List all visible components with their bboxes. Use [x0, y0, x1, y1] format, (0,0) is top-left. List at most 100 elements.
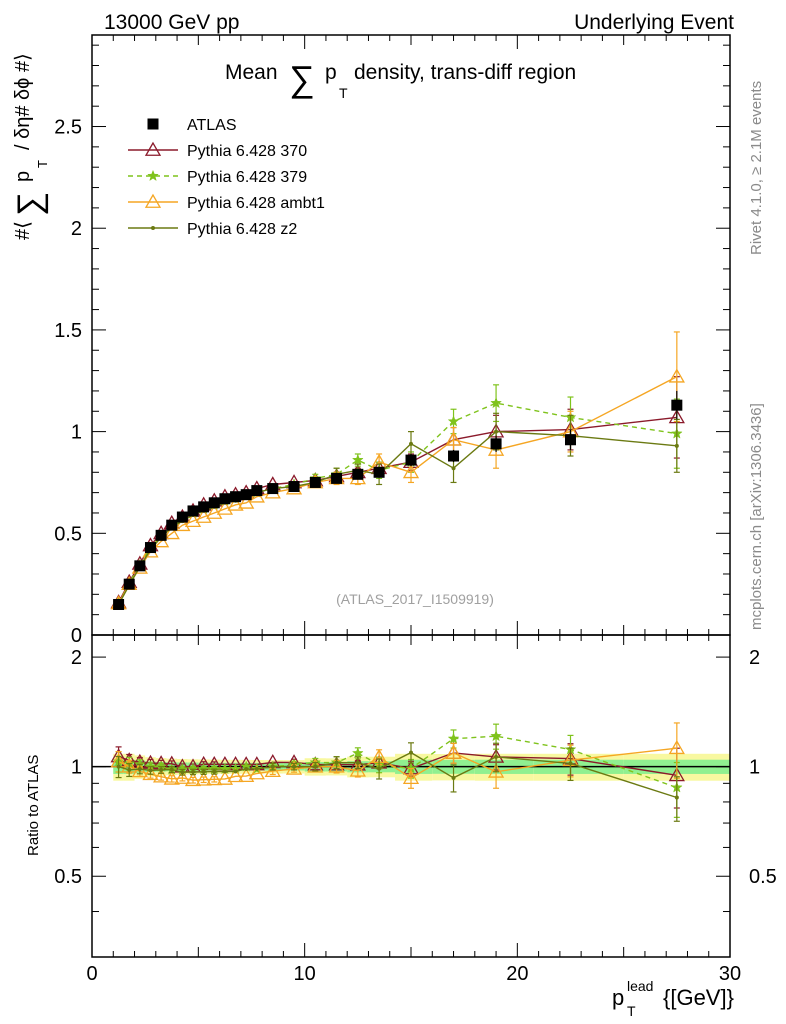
star-marker	[447, 732, 460, 744]
ylabel-sigma: ∑	[11, 192, 49, 216]
dot-marker	[159, 767, 164, 772]
series-2	[110, 331, 685, 610]
dot-marker	[254, 766, 259, 771]
dot-marker	[212, 769, 217, 774]
main-y-tick-label: 2	[71, 218, 82, 240]
triangle-marker	[195, 771, 212, 786]
triangle-marker	[668, 368, 685, 383]
main-y-axis-label: #⟨ ∑ p T / δη# δϕ #⟩	[11, 53, 50, 240]
dot-marker	[494, 429, 499, 434]
ratio-plot-series	[92, 722, 730, 822]
square-marker	[309, 476, 321, 488]
side-mcplots-label: mcplots.cern.ch [arXiv:1306.3436]	[748, 403, 765, 630]
square-marker	[198, 501, 210, 513]
square-marker	[166, 519, 178, 531]
dot-marker	[270, 764, 275, 769]
main-plot-series	[110, 331, 685, 610]
x-tick-label: 0	[86, 963, 97, 985]
atlas-data-points	[113, 390, 683, 610]
legend-label-atlas: ATLAS	[187, 117, 237, 134]
square-marker	[123, 578, 135, 590]
ratio-y-tick-label-right: 0.5	[749, 866, 777, 888]
x-axis-label: p lead T {[GeV]}	[612, 978, 734, 1019]
dot-marker	[116, 764, 121, 769]
dot-marker	[674, 795, 679, 800]
star-marker	[490, 729, 502, 742]
triangle-marker	[144, 141, 162, 156]
triangle-marker	[131, 763, 148, 778]
square-marker	[448, 450, 460, 462]
side-rivet-label: Rivet 4.1.0, ≥ 2.1M events	[748, 81, 765, 255]
xlabel-sup: lead	[627, 978, 653, 994]
square-marker	[490, 438, 502, 450]
ylabel-T: T	[35, 160, 50, 168]
ylabel-hash: #⟨	[12, 221, 34, 240]
triangle-marker	[184, 771, 202, 787]
square-marker	[288, 481, 300, 493]
dot-marker	[127, 767, 132, 772]
triangle-marker	[144, 193, 162, 208]
dot-marker	[451, 466, 456, 471]
main-y-tick-label: 0	[71, 625, 82, 647]
dot-marker	[222, 769, 227, 774]
triangle-marker	[402, 769, 420, 785]
ylabel-p: p	[12, 171, 34, 182]
title-T: T	[339, 85, 348, 101]
ratio-y-tick-label: 2	[71, 647, 82, 669]
star-marker	[147, 169, 159, 182]
dot-marker	[169, 767, 174, 772]
xlabel-unit: {[GeV]}	[663, 985, 734, 1010]
square-marker	[251, 485, 263, 497]
title-p: p	[325, 61, 337, 84]
triangle-marker	[248, 765, 265, 780]
main-y-tick-label: 1	[71, 422, 82, 444]
xlabel-p: p	[612, 985, 624, 1010]
star-marker	[351, 453, 364, 466]
square-marker	[405, 454, 417, 466]
chart-title: Mean ∑ p T density, trans-diff region	[225, 58, 576, 101]
square-marker	[176, 511, 188, 523]
triangle-marker	[402, 463, 420, 479]
ratio-y-axis-label: Ratio to ATLAS	[25, 755, 42, 856]
dot-marker	[409, 750, 413, 755]
triangle-marker	[142, 765, 159, 781]
triangle-marker	[174, 769, 191, 784]
triangle-marker	[206, 771, 223, 786]
dot-marker	[494, 754, 499, 759]
square-marker	[187, 505, 199, 517]
title-suffix: density, trans-diff region	[354, 61, 576, 84]
square-marker	[230, 491, 242, 503]
legend-label: Pythia 6.428 370	[187, 143, 307, 160]
triangle-marker	[445, 744, 462, 759]
dot-marker	[244, 766, 249, 771]
triangle-marker	[238, 767, 255, 783]
square-marker	[240, 489, 252, 501]
triangle-marker	[227, 496, 244, 511]
title-sigma: ∑	[289, 58, 315, 99]
series-0	[110, 376, 685, 609]
dot-marker	[355, 760, 360, 765]
dot-marker	[151, 226, 155, 230]
dot-marker	[148, 768, 153, 773]
x-tick-label: 30	[719, 963, 741, 985]
legend-label: Pythia 6.428 z2	[187, 221, 297, 238]
square-marker	[113, 598, 125, 610]
ratio-series-2	[110, 722, 685, 789]
triangle-marker	[487, 763, 505, 778]
square-marker	[352, 468, 364, 480]
triangle-marker	[184, 512, 202, 528]
analysis-watermark: (ATLAS_2017_I1509919)	[336, 591, 494, 607]
triangle-marker	[445, 431, 462, 446]
triangle-marker	[206, 504, 223, 519]
series-line	[117, 376, 678, 604]
x-tick-label: 10	[294, 963, 316, 985]
dot-marker	[137, 767, 142, 772]
triangle-marker	[163, 770, 180, 785]
square-marker	[155, 529, 167, 541]
square-marker	[208, 497, 220, 509]
main-y-tick-label: 1.5	[54, 320, 82, 342]
legend-label: Pythia 6.428 379	[187, 169, 307, 186]
triangle-marker	[264, 762, 281, 778]
star-marker	[351, 747, 364, 759]
